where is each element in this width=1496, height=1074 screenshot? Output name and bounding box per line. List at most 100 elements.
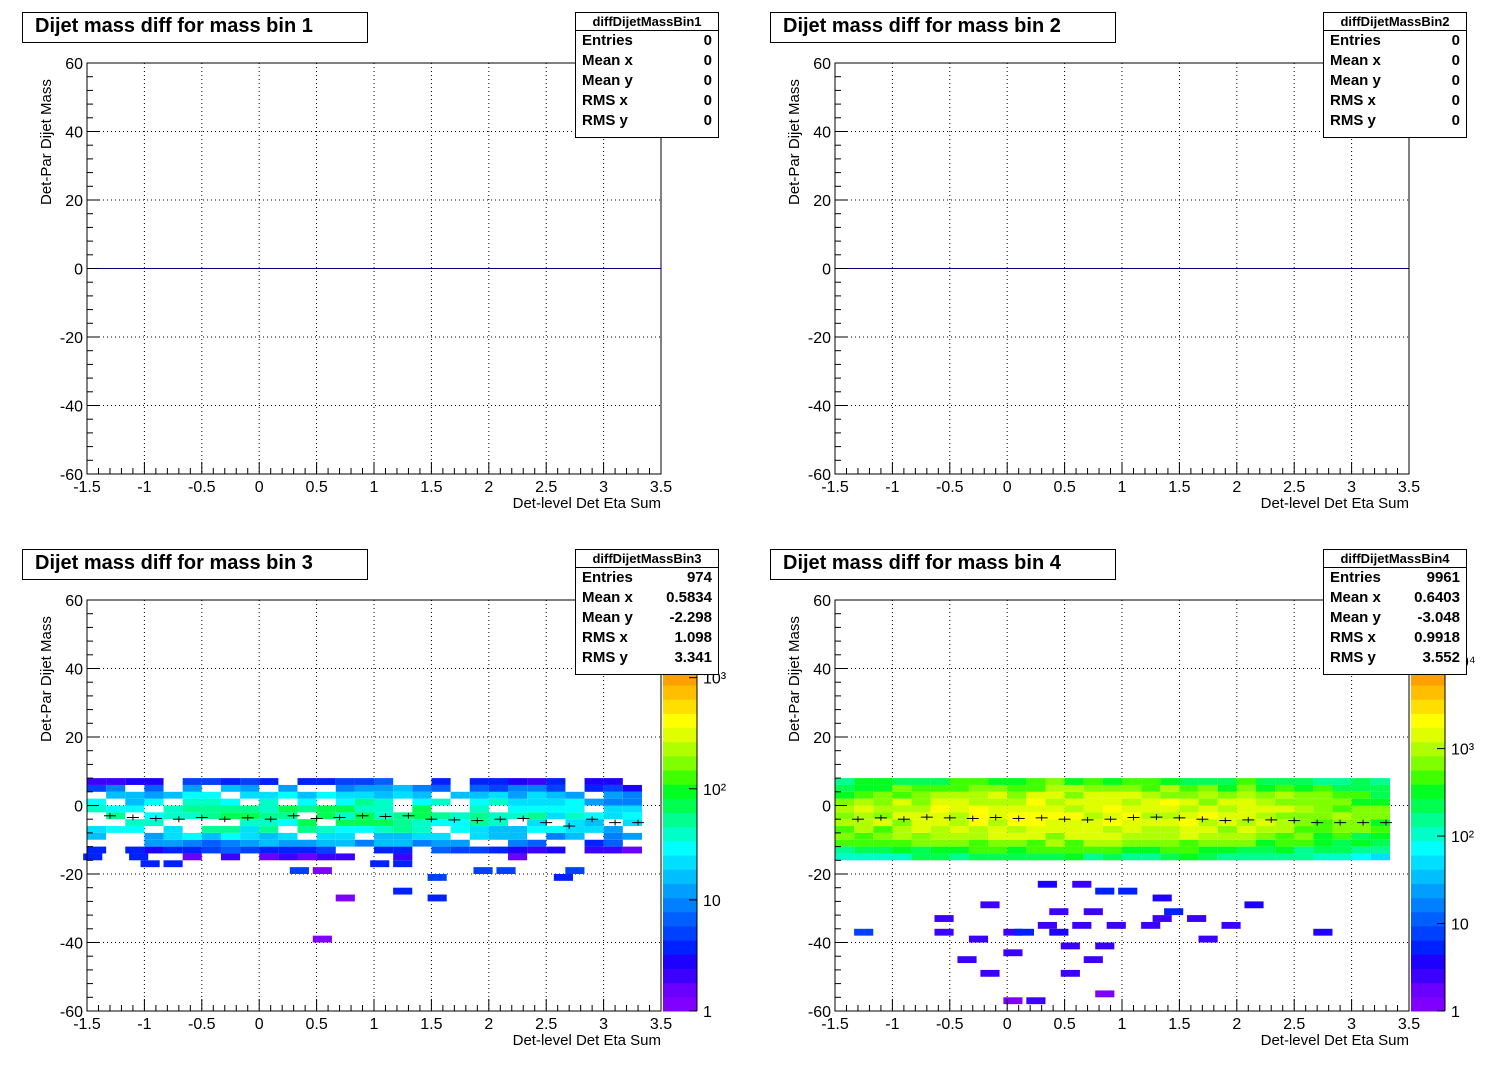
stats-label: RMS y [1330, 112, 1376, 129]
heatmap-cell [240, 805, 260, 813]
heatmap-cell [106, 805, 126, 813]
x-tick-label: -0.5 [936, 1016, 964, 1033]
heatmap-cell [546, 798, 566, 806]
palette-band [1411, 911, 1445, 927]
heatmap-cell [1026, 839, 1046, 847]
palette-band [1411, 940, 1445, 955]
palette-tick-label: 10³ [1451, 742, 1475, 759]
heatmap-cell [622, 784, 642, 792]
heatmap-cell [1026, 846, 1046, 854]
heatmap-cell [412, 832, 432, 840]
heatmap-cell [220, 832, 241, 840]
heatmap-cell [622, 805, 642, 813]
heatmap-cell [1198, 778, 1218, 785]
heatmap-cell [508, 805, 528, 813]
heatmap-cell [1294, 819, 1314, 827]
heatmap-cell [1026, 997, 1046, 1005]
heatmap-cell [1122, 839, 1142, 847]
heatmap-cell [1179, 832, 1199, 840]
heatmap-cell [469, 778, 489, 785]
heatmap-cell [316, 826, 336, 833]
heatmap-cell [1083, 832, 1103, 840]
heatmap-cell [892, 846, 912, 854]
heatmap-cell [930, 853, 950, 861]
heatmap-cell [968, 826, 989, 833]
heatmap-cell [1313, 805, 1333, 813]
heatmap-cell [873, 832, 893, 840]
heatmap-cell [316, 805, 336, 813]
heatmap-cell [144, 784, 164, 792]
heatmap-cell [163, 812, 183, 820]
heatmap-cell [1370, 805, 1390, 813]
heatmap-cell [1275, 832, 1295, 840]
heatmap-cell [1217, 805, 1237, 813]
heatmap-cell [393, 819, 413, 827]
heatmap-cell [1313, 853, 1333, 861]
heatmap-cell [1236, 846, 1257, 854]
y-tick-label: 60 [813, 593, 831, 610]
heatmap-cell [1351, 791, 1371, 799]
heatmap-cell [431, 778, 451, 785]
heatmap-cell [1370, 839, 1390, 847]
chart-title: Dijet mass diff for mass bin 3 [22, 549, 368, 580]
heatmap-cell [1122, 805, 1142, 813]
heatmap-cell [1179, 778, 1199, 785]
heatmap-cell [431, 839, 451, 847]
x-tick-label: -1.5 [73, 479, 101, 496]
heatmap-cell [565, 812, 585, 820]
heatmap-cell [546, 791, 566, 799]
heatmap-cell [1332, 778, 1352, 785]
heatmap-cell [584, 839, 604, 847]
palette-band [663, 713, 697, 729]
heatmap-cell [1198, 791, 1218, 799]
x-tick-label: 3.5 [650, 1016, 672, 1033]
heatmap-cell [1198, 832, 1218, 840]
heatmap-cell [949, 846, 969, 854]
heatmap-cell [835, 798, 855, 806]
heatmap-cell [622, 798, 642, 806]
heatmap-cell [297, 839, 317, 847]
heatmap-cell [835, 826, 855, 833]
heatmap-cell [1026, 832, 1046, 840]
heatmap-cell [1313, 832, 1333, 840]
heatmap-cell [553, 874, 573, 881]
palette-band [663, 812, 697, 828]
stats-label: Entries [582, 32, 633, 49]
heatmap-cell [1164, 908, 1184, 916]
heatmap-cell [488, 791, 509, 799]
heatmap-cell [603, 784, 623, 792]
heatmap-cell [1217, 791, 1237, 799]
stats-label: Mean y [1330, 609, 1381, 626]
heatmap-cell [508, 778, 528, 785]
heatmap-cell [1083, 908, 1103, 916]
palette-band [1411, 755, 1445, 771]
heatmap-cell [412, 791, 432, 799]
heatmap-cell [182, 846, 202, 854]
heatmap-cell [1049, 908, 1069, 916]
heatmap-cell [431, 784, 451, 792]
heatmap-cell [835, 784, 855, 792]
stats-row: Entries 0 [576, 31, 718, 51]
heatmap-cell [1256, 812, 1276, 820]
heatmap-cell [1064, 832, 1084, 840]
heatmap-cell [854, 832, 874, 840]
heatmap-cell [892, 826, 912, 833]
heatmap-cell [1102, 826, 1123, 833]
heatmap-cell [1256, 826, 1276, 833]
palette-band [1411, 784, 1445, 799]
stats-value: 0 [703, 72, 712, 89]
x-tick-label: 2 [484, 479, 493, 496]
heatmap-cell [584, 798, 604, 806]
heatmap-cell [1045, 846, 1065, 854]
heatmap-cell [854, 839, 874, 847]
heatmap-cell [278, 832, 298, 840]
heatmap-cell [201, 826, 221, 833]
heatmap-cell [1083, 784, 1103, 792]
heatmap-cell [431, 832, 451, 840]
heatmap-cell [584, 784, 604, 792]
heatmap-cell [873, 784, 893, 792]
heatmap-cell [1083, 839, 1103, 847]
heatmap-cell [1332, 832, 1352, 840]
